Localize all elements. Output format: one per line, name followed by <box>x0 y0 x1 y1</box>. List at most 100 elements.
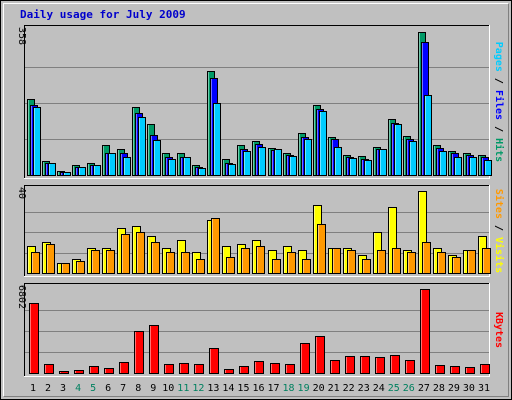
x-tick-label: 5 <box>90 383 96 394</box>
x-tick-label: 23 <box>358 383 370 394</box>
bar-kbytes <box>30 304 39 374</box>
y-series-label: KBytes <box>493 312 504 348</box>
x-tick-label: 25 <box>388 383 400 394</box>
bar-pages <box>470 158 477 176</box>
bar-kbytes <box>210 349 219 374</box>
x-tick-label: 2 <box>45 383 51 394</box>
bar-kbytes <box>135 332 144 374</box>
bar-kbytes <box>180 364 189 374</box>
bar-pages <box>350 159 357 176</box>
bar-kbytes <box>376 358 385 374</box>
x-tick-label: 18 <box>283 383 295 394</box>
x-tick-label: 20 <box>313 383 325 394</box>
bar-pages <box>275 150 282 176</box>
bar-sites <box>288 253 296 274</box>
bar-sites <box>92 251 100 274</box>
y-series-label-part: Sites <box>493 189 505 219</box>
bar-kbytes <box>195 365 204 374</box>
bar-sites <box>378 251 386 274</box>
bar-sites <box>122 235 130 274</box>
bar-sites <box>212 219 220 274</box>
panel-kbytes: 6802 KBytes <box>16 283 504 377</box>
bar-kbytes <box>331 361 340 374</box>
bar-kbytes <box>466 368 475 374</box>
bar-kbytes <box>301 344 310 374</box>
bar-sites <box>438 253 446 274</box>
y-max-label: 358 <box>16 27 27 45</box>
bar-pages <box>139 118 146 176</box>
bar-sites <box>468 251 476 274</box>
y-series-label-part: Visits <box>493 237 505 273</box>
chart-title: Daily usage for July 2009 <box>20 8 186 21</box>
bar-sites <box>483 249 491 274</box>
bar-sites <box>182 253 190 274</box>
x-tick-label: 10 <box>162 383 174 394</box>
bar-sites <box>348 251 356 274</box>
bar-sites <box>47 245 55 274</box>
bar-kbytes <box>361 357 370 374</box>
bar-sites <box>32 253 40 274</box>
bar-pages <box>199 169 206 176</box>
bar-pages <box>485 161 492 176</box>
bar-kbytes <box>75 371 84 374</box>
bar-pages <box>214 104 221 176</box>
bar-kbytes <box>240 367 249 374</box>
bar-kbytes <box>316 337 325 374</box>
x-tick-label: 11 <box>177 383 189 394</box>
x-tick-label: 16 <box>252 383 264 394</box>
bar-pages <box>49 164 56 176</box>
bar-pages <box>94 166 101 176</box>
bar-pages <box>320 112 327 176</box>
y-series-label-part: / <box>493 72 504 90</box>
y-series-label: Sites / Visits <box>493 189 505 273</box>
bar-pages <box>109 154 116 176</box>
x-tick-label: 6 <box>105 383 111 394</box>
panel-hits-files-pages: 358 Pages / Files / Hits <box>16 25 505 179</box>
bar-sites <box>227 258 235 274</box>
bar-kbytes <box>451 367 460 374</box>
bar-sites <box>257 247 265 274</box>
bar-sites <box>242 249 250 274</box>
x-tick-label: 30 <box>463 383 475 394</box>
bar-kbytes <box>150 326 159 374</box>
bar-pages <box>169 160 176 176</box>
x-tick-label: 14 <box>222 383 234 394</box>
bar-kbytes <box>391 356 400 374</box>
bar-kbytes <box>255 362 264 374</box>
bar-pages <box>335 148 342 176</box>
bar-kbytes <box>225 370 234 374</box>
bar-kbytes <box>271 364 280 374</box>
panel-visits-sites: 40 Sites / Visits <box>16 185 505 277</box>
bar-sites <box>107 251 115 274</box>
bar-sites <box>333 249 341 274</box>
x-tick-label: 3 <box>60 383 66 394</box>
x-tick-label: 21 <box>328 383 340 394</box>
y-series-label-part: Files <box>493 90 505 120</box>
bar-pages <box>395 125 402 176</box>
bar-sites <box>318 225 326 274</box>
x-tick-label: 27 <box>418 383 430 394</box>
bar-kbytes <box>406 361 415 374</box>
x-tick-label: 24 <box>373 383 385 394</box>
bar-kbytes <box>481 365 490 374</box>
x-tick-label: 28 <box>433 383 445 394</box>
x-tick-label: 13 <box>207 383 219 394</box>
bar-pages <box>34 108 41 176</box>
bar-pages <box>365 161 372 176</box>
bar-kbytes <box>165 365 174 374</box>
chart-panels: 358 Pages / Files / Hits 40 Sites / Visits6… <box>16 25 505 377</box>
y-series-label: Pages / Files / Hits <box>493 42 505 162</box>
bar-kbytes <box>105 369 114 374</box>
x-tick-label: 29 <box>448 383 460 394</box>
bar-sites <box>303 260 311 274</box>
bar-sites <box>62 264 70 274</box>
bar-sites <box>137 233 145 274</box>
bar-sites <box>363 260 371 274</box>
x-tick-label: 7 <box>120 383 126 394</box>
bar-pages <box>425 96 432 176</box>
bar-sites <box>408 253 416 274</box>
bar-sites <box>77 262 85 274</box>
bar-kbytes <box>45 365 54 374</box>
bar-pages <box>259 148 266 176</box>
